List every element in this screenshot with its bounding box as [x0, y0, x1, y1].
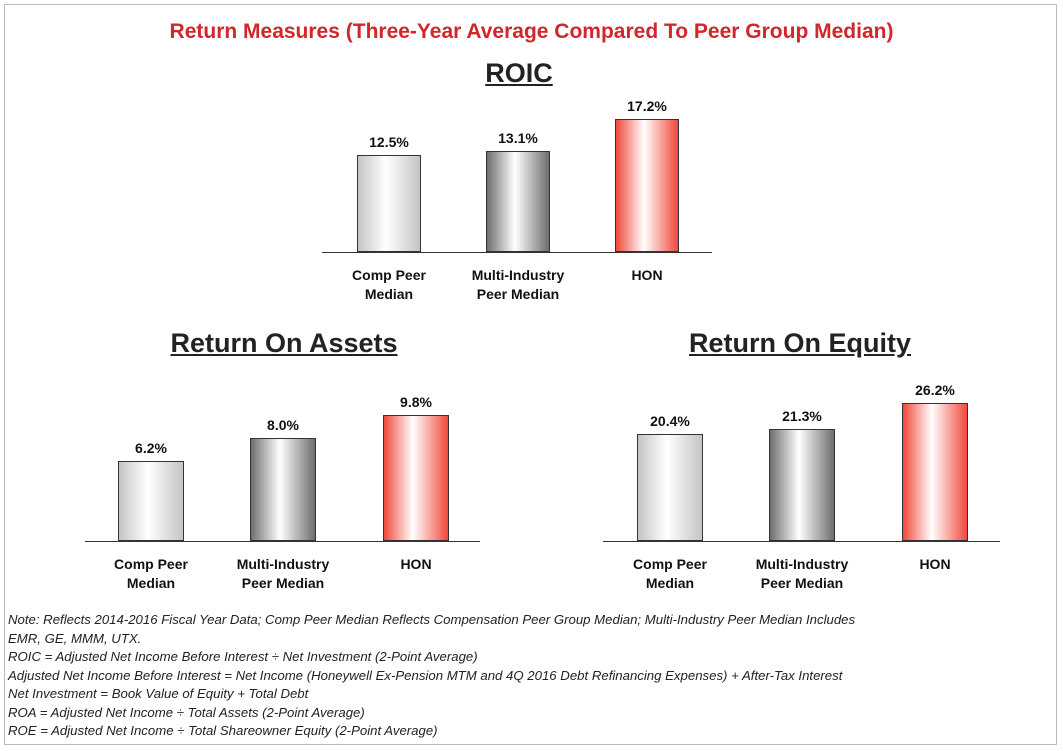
bar — [383, 415, 449, 541]
note-line: EMR, GE, MMM, UTX. — [8, 630, 142, 646]
note-line: Note: Reflects 2014-2016 Fiscal Year Dat… — [8, 612, 856, 627]
note-line: ROIC = Adjusted Net Income Before Intere… — [8, 649, 478, 664]
note-line: Net Investment = Book Value of Equity + … — [8, 686, 309, 701]
bar — [486, 150, 550, 252]
chart-title: Return On Assets — [170, 328, 398, 358]
x-tick-label: HON — [400, 556, 432, 572]
value-label: 13.1% — [498, 129, 538, 146]
x-axis — [85, 541, 480, 542]
value-label: 12.5% — [369, 134, 409, 151]
note-line: ROE = Adjusted Net Income ÷ Total Shareo… — [8, 723, 438, 738]
value-label: 21.3% — [782, 407, 822, 424]
note-line: ROA = Adjusted Net Income ÷ Total Assets… — [8, 704, 365, 720]
main-title: Return Measures (Three-Year Average Comp… — [169, 20, 894, 43]
chart-title: Return On Equity — [689, 328, 911, 358]
bar — [902, 403, 968, 541]
bar — [637, 433, 703, 541]
x-axis — [603, 541, 1000, 542]
note-line: Adjusted Net Income Before Interest = Ne… — [8, 667, 843, 683]
x-tick-label: Multi-Industry Peer Median — [471, 267, 565, 302]
x-tick-label: HON — [919, 556, 951, 572]
bar — [250, 438, 316, 541]
x-tick-label: Multi-Industry Peer Median — [755, 556, 849, 591]
value-label: 26.2% — [915, 382, 955, 398]
frame — [4, 4, 1057, 745]
chart-title: ROIC — [485, 58, 553, 88]
x-axis — [322, 252, 712, 253]
notes: Note: Reflects 2014-2016 Fiscal Year Dat… — [8, 611, 1058, 741]
x-tick-label: Multi-Industry Peer Median — [236, 556, 330, 591]
value-label: 9.8% — [400, 394, 432, 410]
value-label: 17.2% — [627, 98, 667, 114]
x-tick-label: Comp Peer Median — [352, 267, 426, 302]
bar — [357, 155, 421, 252]
value-label: 20.4% — [650, 412, 690, 429]
bar — [118, 461, 184, 541]
x-tick-label: Comp Peer Median — [114, 556, 188, 591]
x-tick-label: Comp Peer Median — [633, 556, 707, 591]
x-tick-label: HON — [631, 267, 663, 283]
bar — [769, 428, 835, 541]
value-label: 8.0% — [267, 417, 299, 434]
value-label: 6.2% — [135, 440, 167, 457]
bar — [615, 119, 679, 252]
